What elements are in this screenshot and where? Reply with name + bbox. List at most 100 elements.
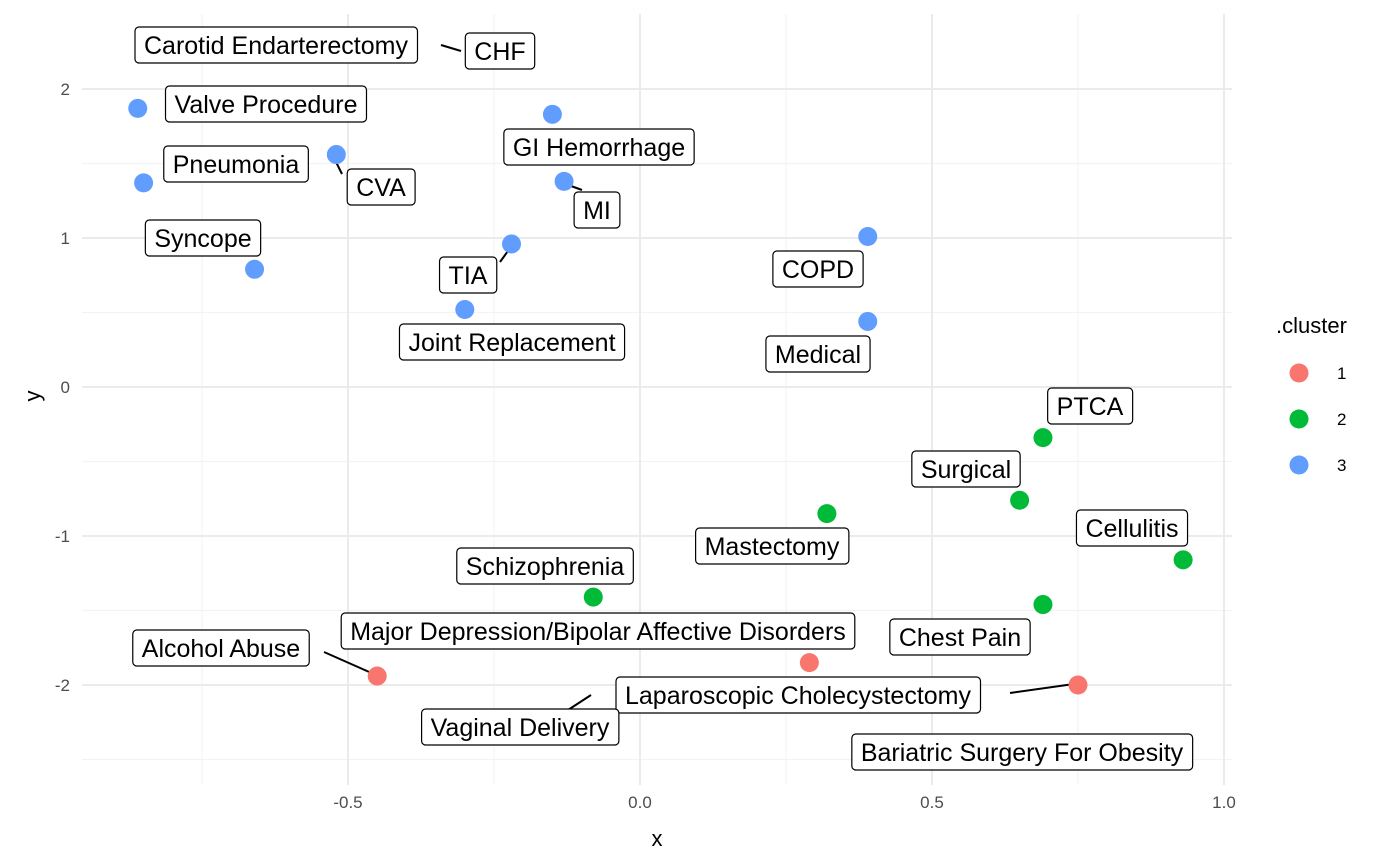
point-label-box <box>911 450 1021 488</box>
point-label-box <box>1075 509 1189 547</box>
point-label-box <box>134 26 419 64</box>
legend: .cluster 1 2 3 <box>1276 313 1347 475</box>
legend-key-dot <box>1289 409 1309 429</box>
point-label-text: Pneumonia <box>173 151 300 179</box>
point-label: COPD <box>772 250 864 288</box>
point-label-text: Major Depression/Bipolar Affective Disor… <box>350 618 846 646</box>
point-label: MI <box>573 191 621 229</box>
y-tick-label: 1 <box>61 229 70 248</box>
point-label-text: MI <box>583 197 611 225</box>
data-point <box>128 98 148 118</box>
legend-title: .cluster <box>1276 313 1347 338</box>
point-label: Vaginal Delivery <box>421 708 620 746</box>
point-label-box <box>163 145 309 183</box>
point-label-box <box>340 612 856 650</box>
point-label-box <box>144 219 262 257</box>
point-label-text: Mastectomy <box>705 533 840 561</box>
x-tick-label: 0.5 <box>920 793 944 812</box>
x-axis-title: x <box>652 826 663 851</box>
data-point <box>455 300 475 320</box>
point-label-text: Carotid Endarterectomy <box>144 32 409 60</box>
data-point <box>326 145 346 165</box>
point-label-box <box>615 676 982 714</box>
point-label: Mastectomy <box>695 527 850 565</box>
point-label-box <box>421 708 620 746</box>
point-label-box <box>695 527 850 565</box>
point-label-box <box>573 191 621 229</box>
point-label-text: Laparoscopic Cholecystectomy <box>625 682 971 710</box>
data-point <box>858 311 878 331</box>
point-label-box <box>772 250 864 288</box>
point-label-text: Syncope <box>154 225 251 253</box>
point-label-text: Joint Replacement <box>408 329 615 357</box>
point-label-text: CVA <box>356 174 406 202</box>
point-label-text: Bariatric Surgery For Obesity <box>861 739 1184 767</box>
data-point <box>1173 550 1193 570</box>
point-label: Alcohol Abuse <box>132 629 310 667</box>
legend-entry-label: 2 <box>1337 410 1346 429</box>
data-point <box>858 227 878 247</box>
label-leader-line <box>567 694 592 711</box>
data-points <box>128 98 1193 695</box>
point-label: Valve Procedure <box>164 85 368 123</box>
data-point <box>1033 428 1053 448</box>
legend-entry-label: 1 <box>1337 364 1346 383</box>
x-tick-label: -0.5 <box>333 793 362 812</box>
point-label: GI Hemorrhage <box>503 128 695 166</box>
point-label: Cellulitis <box>1075 509 1189 547</box>
point-label: Major Depression/Bipolar Affective Disor… <box>340 612 856 650</box>
y-axis-title: y <box>20 391 45 402</box>
point-label-text: Valve Procedure <box>175 91 358 119</box>
axis-ticks: -0.5 0.0 0.5 1.0 -2 -1 0 1 2 <box>55 80 1236 812</box>
point-label-text: Cellulitis <box>1085 515 1178 543</box>
point-label-box <box>132 629 310 667</box>
point-label-text: TIA <box>449 262 488 290</box>
point-label-box <box>346 168 416 206</box>
data-point <box>583 587 603 607</box>
point-label: Schizophrenia <box>456 547 634 585</box>
point-label: Laparoscopic Cholecystectomy <box>615 676 982 714</box>
point-label: Syncope <box>144 219 262 257</box>
point-label-box <box>889 618 1031 656</box>
point-label-box <box>438 256 498 294</box>
point-label-text: Medical <box>775 341 861 369</box>
point-label-text: COPD <box>782 256 854 284</box>
point-label-box <box>503 128 695 166</box>
label-leader-line <box>440 44 462 52</box>
point-label-text: PTCA <box>1057 393 1124 421</box>
x-tick-label: 0.0 <box>628 793 652 812</box>
point-label: Pneumonia <box>163 145 309 183</box>
point-label: PTCA <box>1047 387 1134 425</box>
y-tick-label: 0 <box>61 378 70 397</box>
point-label: CVA <box>346 168 416 206</box>
point-label: CHF <box>464 32 536 70</box>
data-point <box>245 259 265 279</box>
data-point <box>367 666 387 686</box>
point-label-text: GI Hemorrhage <box>513 134 685 162</box>
point-label: Medical <box>765 335 871 373</box>
point-label: TIA <box>438 256 498 294</box>
point-label-box <box>398 323 626 361</box>
point-label-text: CHF <box>474 38 525 66</box>
point-label-text: Surgical <box>921 456 1011 484</box>
point-label-box <box>464 32 536 70</box>
point-label-box <box>765 335 871 373</box>
data-point <box>1010 490 1030 510</box>
data-point <box>502 234 522 254</box>
point-label-box <box>456 547 634 585</box>
data-point <box>1068 675 1088 695</box>
legend-key-dot <box>1289 455 1309 475</box>
y-tick-label: 2 <box>61 80 70 99</box>
point-label-text: Schizophrenia <box>466 553 625 581</box>
x-tick-label: 1.0 <box>1212 793 1236 812</box>
data-point <box>542 104 562 124</box>
legend-key-dot <box>1289 363 1309 383</box>
data-point <box>817 504 837 524</box>
y-tick-label: -2 <box>55 676 70 695</box>
point-label-text: Vaginal Delivery <box>431 714 610 742</box>
data-point <box>1033 595 1053 615</box>
data-point <box>554 171 574 191</box>
point-label: Bariatric Surgery For Obesity <box>851 733 1194 771</box>
label-leader-line <box>323 651 377 676</box>
